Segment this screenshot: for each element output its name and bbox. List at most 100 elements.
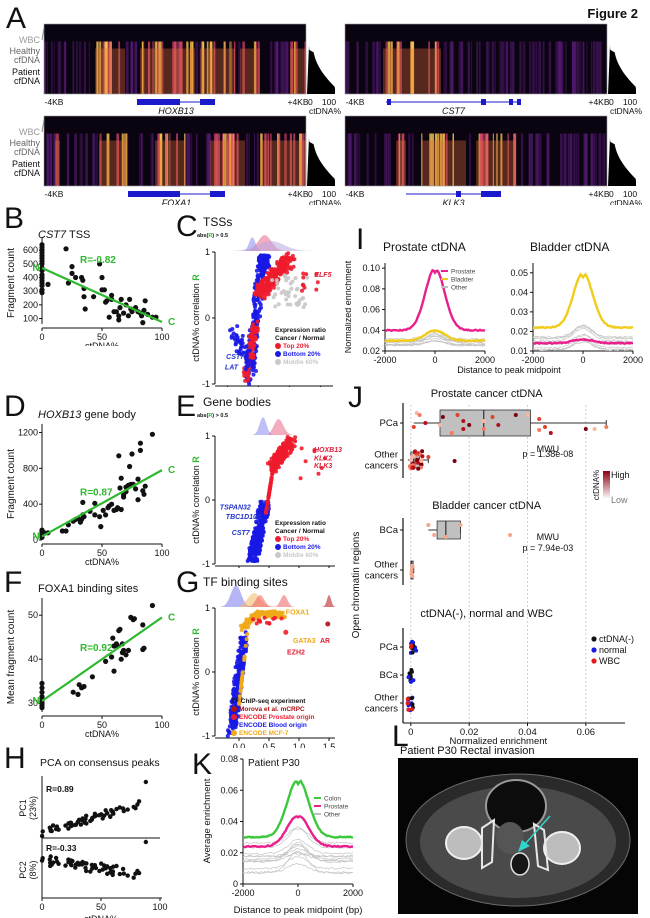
data-point	[301, 275, 306, 280]
heatmap-streak	[206, 41, 209, 94]
data-point-pc1	[143, 779, 149, 785]
sample-point-other	[420, 454, 425, 459]
gene-label: AR	[320, 638, 330, 645]
data-point-pc2	[73, 865, 78, 870]
data-point	[81, 514, 87, 520]
heatmap-streak	[106, 133, 110, 186]
heatmap-streak	[555, 41, 557, 94]
heatmap-streak	[513, 41, 515, 94]
y-tick-label: -1	[202, 559, 210, 568]
heatmap-streak	[355, 133, 358, 186]
sample-point-control	[405, 697, 410, 701]
data-point-pc1	[88, 818, 93, 824]
data-point	[89, 674, 95, 680]
data-point	[141, 645, 147, 651]
data-point	[283, 448, 288, 453]
data-point	[245, 349, 250, 354]
heatmap-streak	[558, 41, 562, 94]
data-point	[135, 476, 141, 482]
data-point	[244, 344, 249, 349]
data-point	[251, 365, 256, 370]
data-point	[237, 663, 241, 668]
heatmap-streak	[125, 41, 129, 94]
data-point	[110, 635, 116, 641]
data-point	[266, 289, 271, 294]
data-point	[284, 442, 289, 447]
data-point	[288, 302, 293, 307]
data-point-pc2	[120, 866, 126, 872]
normal-marker-n: N	[32, 531, 39, 542]
heatmap-streak	[242, 41, 245, 94]
sample-point-control	[409, 696, 414, 701]
arrow-shaft	[524, 815, 551, 845]
y-tick-label: 400	[23, 273, 38, 283]
panel-title-bladder: Bladder ctDNA	[530, 240, 609, 254]
data-point-pc2	[53, 855, 59, 861]
heatmap-streak	[408, 133, 411, 186]
data-point	[39, 689, 45, 695]
heatmap-streak	[177, 41, 179, 94]
heatmap-streak	[187, 133, 191, 186]
sample-point-pca	[583, 427, 588, 431]
data-point-pc1	[114, 806, 119, 812]
data-point	[240, 651, 245, 656]
correlation-annotation: R=0.92	[80, 643, 113, 654]
heatmap-streak	[512, 41, 514, 94]
data-point-pc1	[109, 808, 114, 813]
heatmap-streak	[154, 41, 158, 94]
heatmap-streak	[571, 41, 574, 94]
x-tick-label: 1.5	[323, 742, 336, 748]
row-bracket	[41, 27, 45, 41]
sample-point-control	[411, 678, 416, 683]
heatmap-streak	[295, 41, 298, 94]
legend-marker	[231, 706, 237, 712]
heatmap-streak	[580, 41, 582, 94]
data-point	[75, 691, 81, 697]
heatmap-streak	[568, 133, 570, 186]
heatmap-streak	[487, 41, 490, 94]
gene-label: LAT	[225, 364, 239, 371]
data-point	[262, 262, 267, 267]
data-point	[295, 302, 300, 307]
legend-title: Cancer / Normal	[275, 335, 325, 342]
heatmap-streak	[139, 133, 141, 186]
data-point	[231, 688, 236, 693]
gene-exon	[137, 99, 180, 105]
subpanel-title: ctDNA(-), normal and WBC	[420, 608, 553, 620]
heatmap-streak	[47, 133, 49, 186]
data-point	[92, 512, 98, 518]
row-label-wbc: WBC	[19, 127, 40, 137]
data-point	[118, 506, 124, 513]
legend-item: Top 20%	[283, 536, 309, 543]
x-tick-label: 100	[152, 902, 167, 912]
x-tick-label: 0	[580, 355, 585, 365]
heatmap-streak	[126, 41, 128, 94]
sample-point-pca	[449, 431, 454, 435]
data-point	[225, 734, 230, 738]
panel-title: TSSs	[203, 215, 232, 229]
legend-item: Other	[451, 285, 468, 292]
y-tick-label: 400	[23, 499, 38, 509]
heatmap-streak	[99, 133, 102, 186]
y-tick-label: 0.08	[220, 754, 238, 764]
row-label-healthy: Healthy	[9, 138, 40, 148]
data-point	[116, 453, 122, 459]
data-point	[257, 531, 262, 536]
data-point	[245, 378, 250, 383]
data-point	[269, 477, 274, 482]
heatmap-streak	[570, 133, 573, 186]
x-tick-label: 0	[432, 355, 437, 365]
data-point-pc1	[103, 808, 108, 813]
heatmap-streak	[150, 133, 154, 186]
heatmap-hotspot	[260, 140, 306, 186]
heatmap-streak	[83, 41, 86, 94]
data-point	[257, 512, 262, 516]
data-point-pc1	[80, 816, 85, 821]
sample-point-other	[409, 458, 413, 463]
gene-exon	[509, 99, 513, 105]
data-point	[121, 647, 127, 653]
data-point	[263, 292, 268, 297]
heatmap-streak	[528, 133, 530, 186]
data-point	[237, 697, 242, 702]
data-point	[246, 625, 250, 630]
